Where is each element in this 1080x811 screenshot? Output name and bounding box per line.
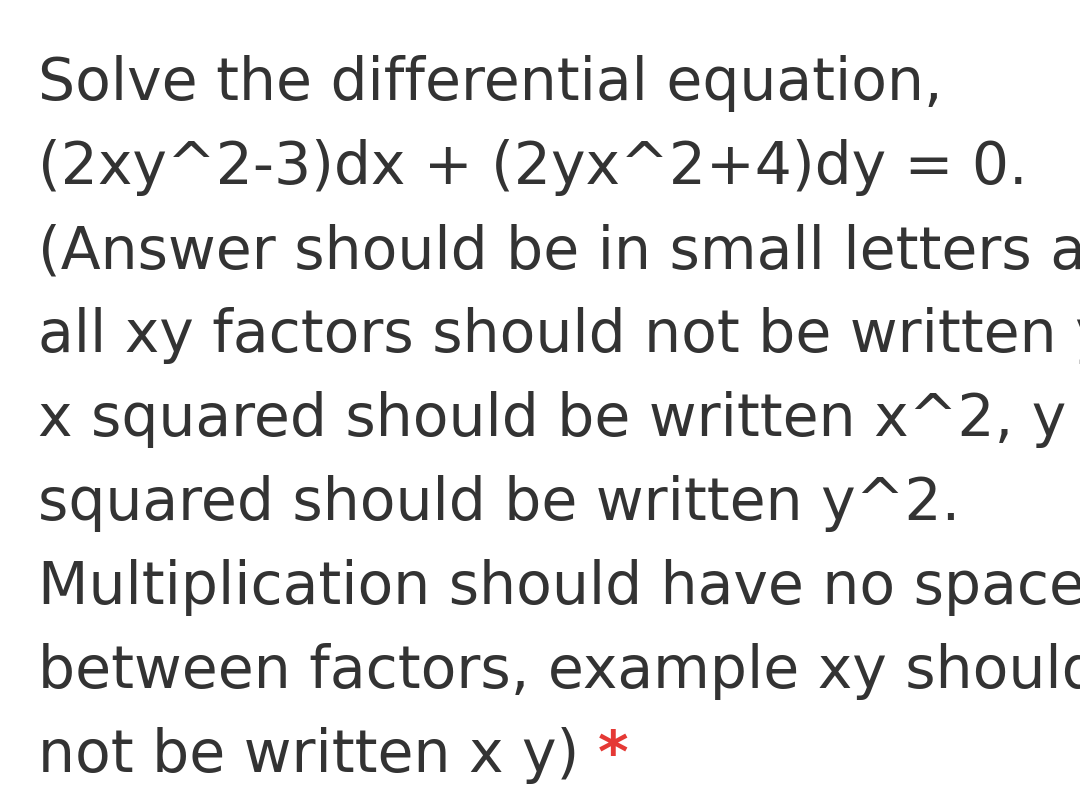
Text: squared should be written y^2.: squared should be written y^2.: [38, 474, 960, 531]
Text: between factors, example xy should: between factors, example xy should: [38, 642, 1080, 699]
Text: *: *: [597, 726, 629, 783]
Text: (2xy^2-3)dx + (2yx^2+4)dy = 0.: (2xy^2-3)dx + (2yx^2+4)dy = 0.: [38, 139, 1027, 195]
Text: not be written x y): not be written x y): [38, 726, 597, 783]
Text: (Answer should be in small letters and: (Answer should be in small letters and: [38, 223, 1080, 280]
Text: x squared should be written x^2, y: x squared should be written x^2, y: [38, 391, 1066, 448]
Text: Multiplication should have no space: Multiplication should have no space: [38, 558, 1080, 616]
Text: all xy factors should not be written yx.: all xy factors should not be written yx.: [38, 307, 1080, 363]
Text: Solve the differential equation,: Solve the differential equation,: [38, 55, 943, 112]
